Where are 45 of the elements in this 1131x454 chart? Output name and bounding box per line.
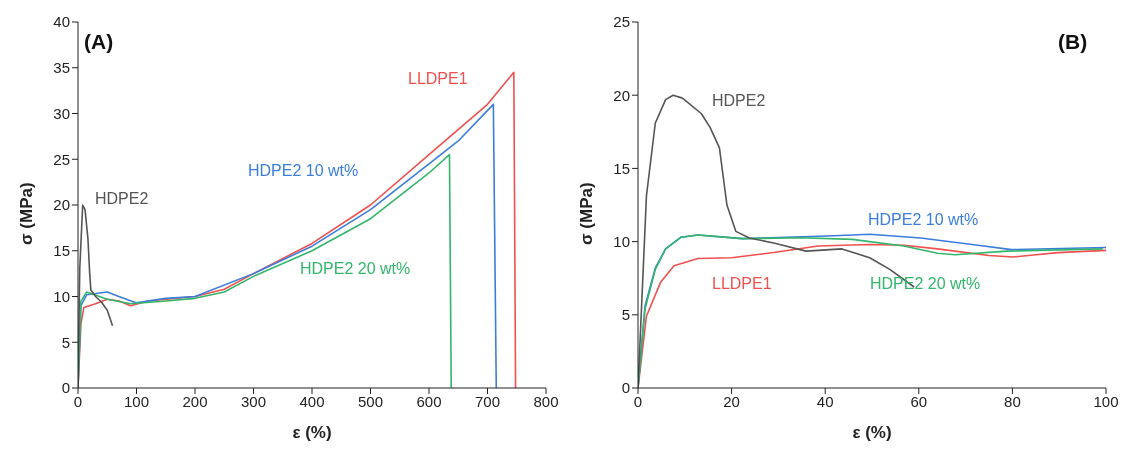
x-axis-title: ε (%) bbox=[852, 423, 892, 442]
annotation: (A) bbox=[84, 30, 114, 54]
y-tick-label: 5 bbox=[621, 306, 630, 324]
x-tick-label: 40 bbox=[816, 392, 834, 410]
x-tick-label: 20 bbox=[723, 392, 740, 410]
series-label: LLDPE1 bbox=[712, 275, 772, 293]
y-tick-label: 25 bbox=[613, 13, 630, 31]
y-tick-label: 15 bbox=[53, 242, 70, 260]
line-series bbox=[78, 153, 453, 388]
series-label: HDPE2 10 wt% bbox=[868, 211, 979, 229]
x-tick-label: 800 bbox=[533, 392, 559, 410]
y-tick-label: 10 bbox=[53, 287, 70, 305]
x-tick-label: 80 bbox=[1004, 392, 1021, 410]
y-axis-title: σ (MPa) bbox=[17, 182, 37, 245]
x-tick-label: 700 bbox=[474, 392, 501, 410]
y-tick-label: 10 bbox=[613, 232, 630, 250]
x-tick-label: 60 bbox=[910, 392, 928, 410]
x-tick-label: 500 bbox=[357, 392, 384, 410]
y-tick-label: 20 bbox=[53, 196, 70, 214]
y-tick-label: 15 bbox=[613, 159, 630, 177]
y-axis-title: σ (MPa) bbox=[577, 182, 597, 245]
y-tick-label: 25 bbox=[53, 150, 70, 168]
x-tick-label: 400 bbox=[299, 392, 325, 410]
y-tick-label: 35 bbox=[53, 59, 70, 77]
y-tick-label: 20 bbox=[613, 86, 630, 104]
y-tick-label: 0 bbox=[621, 379, 630, 397]
annotation: (B) bbox=[1058, 30, 1088, 54]
x-tick-label: 600 bbox=[416, 392, 442, 410]
x-tick-label: 100 bbox=[1093, 392, 1119, 410]
x-axis-title: ε (%) bbox=[292, 423, 332, 442]
x-tick-label: 100 bbox=[123, 392, 150, 410]
y-tick-label: 40 bbox=[53, 13, 70, 31]
series-label: HDPE2 10 wt% bbox=[248, 162, 359, 180]
y-tick-label: 0 bbox=[61, 379, 70, 397]
x-tick-label: 0 bbox=[73, 392, 83, 410]
x-tick-label: 0 bbox=[633, 392, 643, 410]
y-tick-label: 5 bbox=[61, 333, 70, 351]
x-tick-label: 300 bbox=[240, 392, 267, 410]
series-label: LLDPE1 bbox=[408, 70, 468, 88]
series-label: HDPE2 bbox=[712, 92, 766, 110]
series-label: HDPE2 20 wt% bbox=[300, 260, 411, 278]
y-tick-label: 30 bbox=[53, 104, 70, 122]
series-label: HDPE2 20 wt% bbox=[870, 275, 981, 293]
x-tick-label: 200 bbox=[182, 392, 208, 410]
series-label: HDPE2 bbox=[95, 190, 149, 208]
